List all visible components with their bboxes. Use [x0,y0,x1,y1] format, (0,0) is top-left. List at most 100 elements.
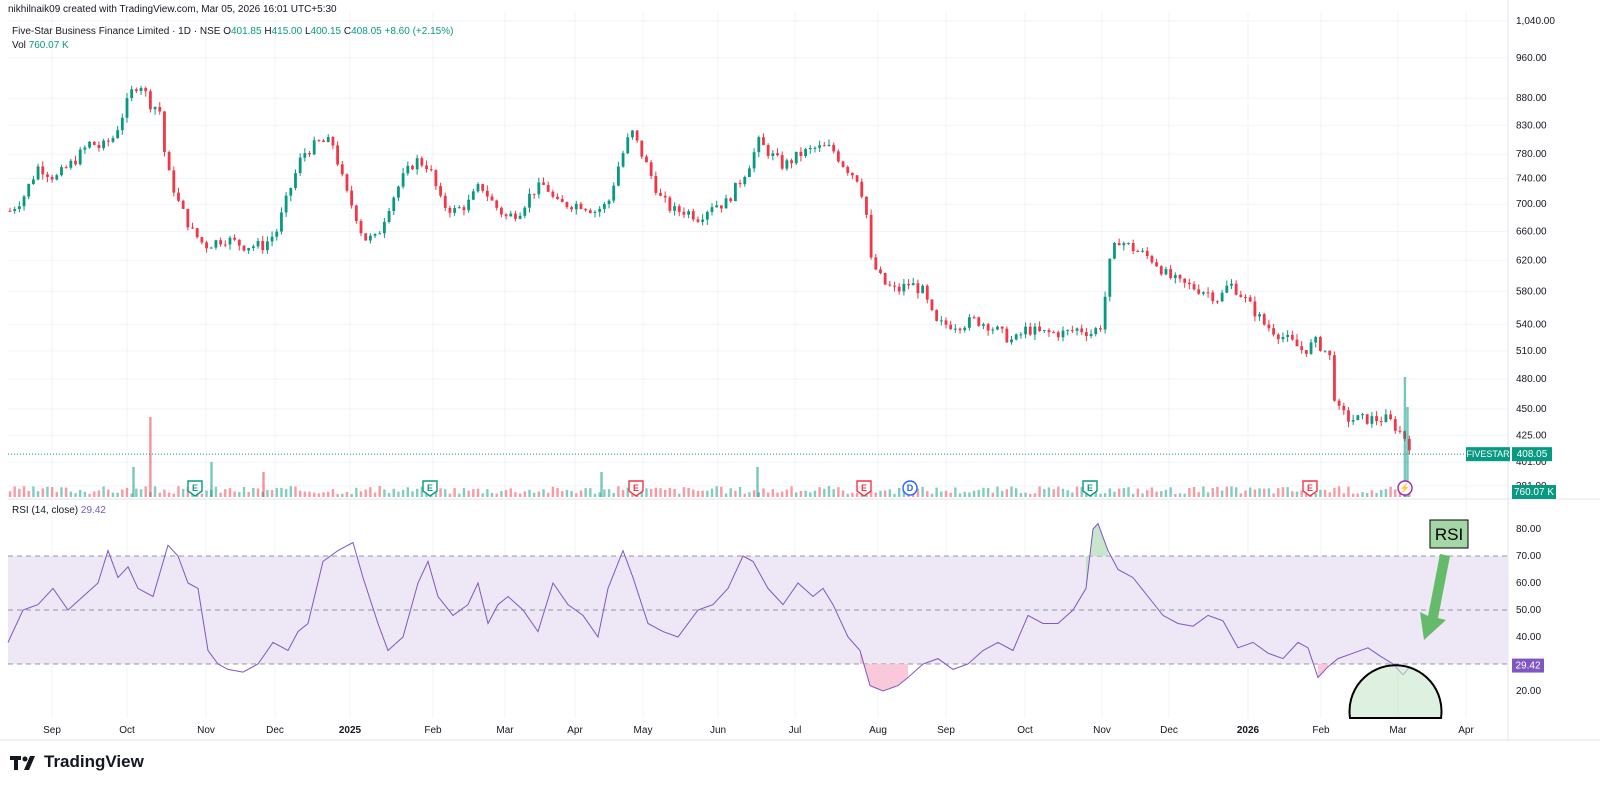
volume-bar [60,487,63,497]
volume-bar [322,492,325,497]
volume-bar [678,493,681,497]
candle [1309,338,1313,355]
candle-body [546,184,550,192]
volume-bar [1286,487,1289,497]
candle [336,141,339,167]
volume-bar [415,488,419,497]
volume-bar [266,490,269,497]
candle [888,280,892,287]
volume-bar [153,486,157,497]
candle-body [766,145,770,157]
candle [902,278,906,296]
volume-bar [664,490,667,497]
volume-bar [1061,488,1065,497]
volume-bar [963,491,966,497]
candle-body [953,328,957,330]
candle-body [359,221,363,234]
candle [645,154,648,163]
candle [1356,415,1360,421]
candle-body [429,169,433,171]
candle-body [738,182,742,185]
candle-body [1019,334,1023,336]
candle [986,322,990,336]
tradingview-logo[interactable]: TradingView [10,752,144,772]
volume-bar [1295,491,1299,497]
candle [116,126,120,139]
event-marker: E [422,480,438,497]
candle-body [780,155,784,169]
candle-body [448,207,452,213]
legend-close: 408.05 [351,26,382,37]
volume-bar [916,488,920,497]
rsi-legend: RSI (14, close) 29.42 [12,505,106,516]
volume-bar [1029,493,1032,497]
time-tick-label: Mar [496,725,514,736]
volume-bar [1272,493,1275,497]
volume-bar [781,491,784,497]
volume-tag: 760.07 K [1514,487,1554,498]
volume-bar [163,489,166,497]
candle-body [1038,326,1041,332]
candle-body [1230,283,1233,286]
candle [1005,326,1009,343]
candle [368,233,372,244]
event-marker-shape [856,480,872,497]
candle [879,266,882,275]
volume-bar [205,490,208,497]
candle-body [158,106,162,112]
candle [1384,409,1388,423]
candle [163,110,166,157]
candle-body [420,158,424,166]
candle [663,191,667,203]
volume-bar [1244,490,1247,497]
candle [27,183,31,200]
chart-attribution: nikhilnaik09 created with TradingView.co… [8,4,337,15]
candle-body [939,320,943,322]
time-tick-label: Mar [1389,725,1407,736]
candle-body [490,196,494,201]
candle-body [851,172,854,176]
volume-spike [132,467,135,497]
candle [1187,278,1191,290]
time-tick-label: Nov [1093,725,1111,736]
legend-high: 415.00 [271,26,303,37]
candle [490,193,494,201]
candle-body [289,187,293,196]
volume-bar [668,487,672,497]
candle [359,218,363,237]
candle [654,171,658,196]
candle-body [1398,430,1402,432]
candle [322,138,325,143]
time-tick-label: Oct [1017,725,1033,736]
candle-body [1309,342,1313,354]
volume-bar [570,491,573,497]
volume-bar [1267,488,1271,497]
volume-bar [219,492,222,497]
candle [69,158,73,170]
candle-body [200,237,204,243]
candle [1061,326,1065,342]
volume-bar [701,490,704,497]
candle [120,113,124,135]
candle-body [434,170,438,187]
volume-bar [809,492,812,497]
candle [434,169,438,191]
volume-bar [280,487,283,497]
volume-bar [1071,492,1074,497]
candle [102,138,105,151]
volume-bar [1342,493,1345,497]
candle [1169,265,1173,280]
volume-bar [729,488,732,497]
volume-bar [55,492,58,497]
candle [1230,279,1233,290]
candle [1216,300,1219,304]
candle [785,158,789,171]
candle-body [1042,330,1046,332]
candle [1019,332,1023,339]
candle-body [1089,333,1093,336]
candle [1052,330,1056,334]
candle-body [635,130,639,141]
price-legend: Five-Star Business Finance Limited · 1D … [12,26,454,37]
candle-body [1244,296,1247,298]
candle [8,207,12,212]
